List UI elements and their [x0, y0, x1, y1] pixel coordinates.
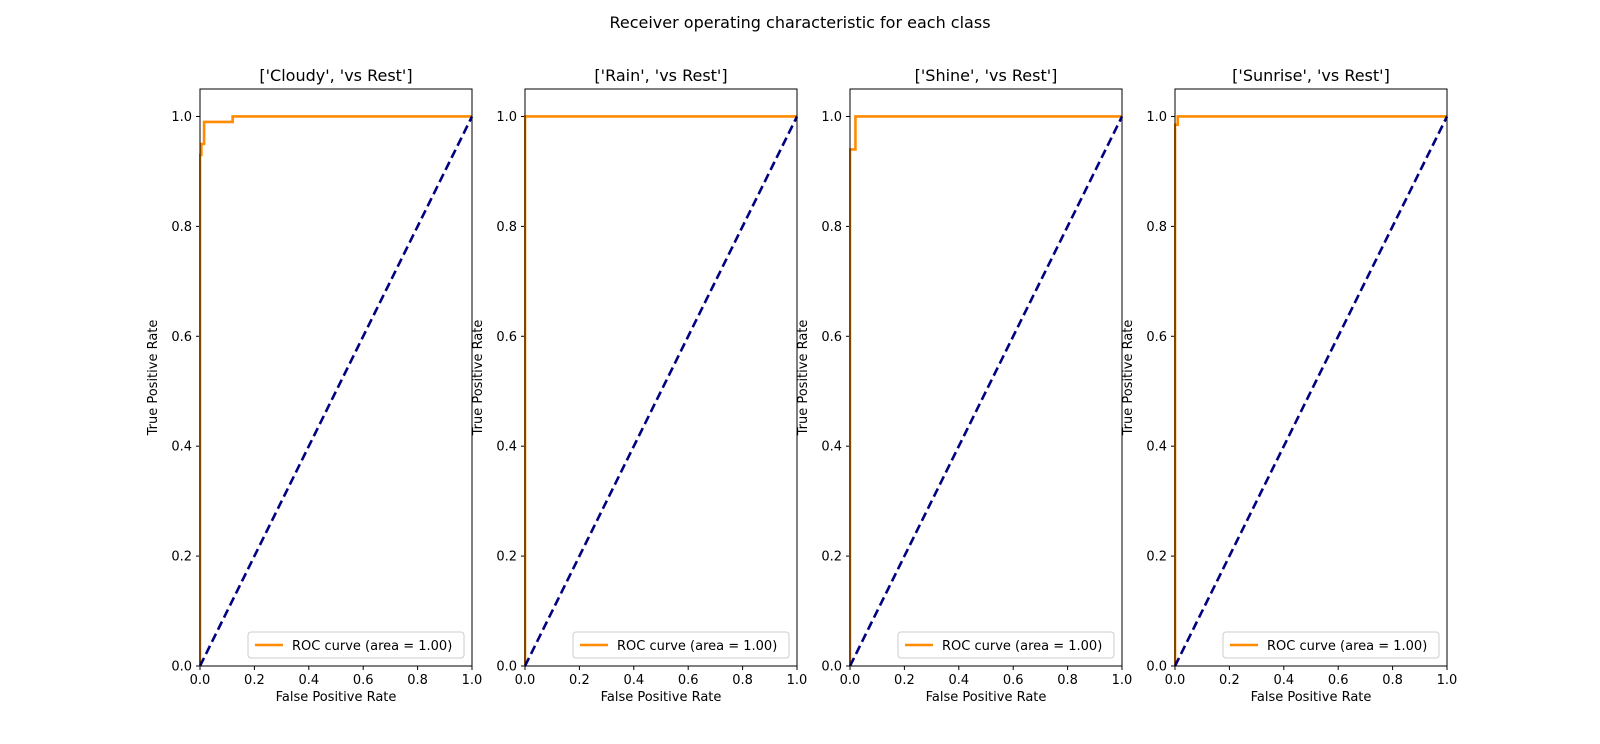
roc-panel-2: ['Rain', 'vs Rest'] 0.0 0.2 0.4 0.6 0.8 1.0 0.0…: [471, 66, 807, 705]
x-tick-label: 0.6: [1003, 673, 1024, 688]
y-tick-label: 0.4: [821, 440, 842, 455]
y-tick-label: 1.0: [496, 110, 517, 125]
legend-label: ROC curve (area = 1.00): [1267, 639, 1427, 654]
y-tick-label: 0.2: [1146, 550, 1167, 565]
y-tick-label: 0.8: [171, 220, 192, 235]
chance-diagonal-line: [199, 115, 473, 666]
legend: ROC curve (area = 1.00): [897, 631, 1115, 659]
roc-panel-1: ['Cloudy', 'vs Rest'] 0.0 0.2 0.4 0.6 0.8 1.0 0…: [146, 66, 482, 705]
legend-label: ROC curve (area = 1.00): [617, 639, 777, 654]
y-tick-label: 0.2: [496, 550, 517, 565]
y-tick-label: 0.6: [821, 330, 842, 345]
y-tick-label: 0.8: [821, 220, 842, 235]
y-tick-label: 0.4: [171, 440, 192, 455]
y-tick-label: 0.6: [1146, 330, 1167, 345]
x-tick-label: 0.0: [1165, 673, 1186, 688]
legend: ROC curve (area = 1.00): [1222, 631, 1440, 659]
axes-frame: [1174, 88, 1448, 667]
x-axis-label: False Positive Rate: [1251, 690, 1372, 705]
legend: ROC curve (area = 1.00): [247, 631, 465, 659]
panel-title: ['Shine', 'vs Rest']: [915, 66, 1058, 85]
x-tick-label: 1.0: [1112, 673, 1133, 688]
legend-box: [897, 631, 1115, 659]
x-tick-label: 0.8: [1057, 673, 1078, 688]
y-axis-label: True Positive Rate: [796, 320, 811, 437]
y-tick-label: 0.2: [171, 550, 192, 565]
x-tick-label: 0.8: [1382, 673, 1403, 688]
x-tick-label: 0.0: [840, 673, 861, 688]
x-tick-label: 0.8: [732, 673, 753, 688]
y-axis-label: True Positive Rate: [1121, 320, 1136, 437]
x-tick-label: 1.0: [1437, 673, 1458, 688]
y-tick-label: 0.6: [496, 330, 517, 345]
x-tick-label: 0.6: [1328, 673, 1349, 688]
legend-box: [1222, 631, 1440, 659]
x-tick-label: 0.4: [948, 673, 969, 688]
y-axis-label: True Positive Rate: [471, 320, 486, 437]
x-tick-label: 0.2: [894, 673, 915, 688]
x-tick-label: 0.6: [678, 673, 699, 688]
x-tick-label: 0.2: [569, 673, 590, 688]
y-tick-label: 0.2: [821, 550, 842, 565]
legend-label: ROC curve (area = 1.00): [942, 639, 1102, 654]
y-tick-label: 0.0: [1146, 660, 1167, 675]
panel-title: ['Rain', 'vs Rest']: [594, 66, 727, 85]
x-tick-label: 0.4: [623, 673, 644, 688]
legend: ROC curve (area = 1.00): [572, 631, 790, 659]
x-axis-label: False Positive Rate: [601, 690, 722, 705]
x-tick-label: 0.4: [298, 673, 319, 688]
axes-frame: [199, 88, 473, 667]
legend-box: [247, 631, 465, 659]
roc-panel-4: ['Sunrise', 'vs Rest'] 0.0 0.2 0.4 0.6 0.8 1.0…: [1121, 66, 1457, 705]
panel-title: ['Cloudy', 'vs Rest']: [259, 66, 412, 85]
x-tick-label: 1.0: [787, 673, 808, 688]
x-tick-label: 0.8: [407, 673, 428, 688]
x-tick-label: 0.2: [1219, 673, 1240, 688]
axes-frame: [524, 88, 798, 667]
x-axis-label: False Positive Rate: [276, 690, 397, 705]
y-tick-label: 0.0: [496, 660, 517, 675]
chance-diagonal-line: [849, 115, 1123, 666]
legend-label: ROC curve (area = 1.00): [292, 639, 452, 654]
y-tick-label: 0.4: [496, 440, 517, 455]
axes-frame: [849, 88, 1123, 667]
chance-diagonal-line: [524, 115, 798, 666]
y-tick-label: 1.0: [821, 110, 842, 125]
legend-box: [572, 631, 790, 659]
y-tick-label: 0.0: [821, 660, 842, 675]
x-tick-label: 0.0: [515, 673, 536, 688]
y-tick-label: 0.8: [1146, 220, 1167, 235]
x-tick-label: 0.4: [1273, 673, 1294, 688]
figure-title: Receiver operating characteristic for ea…: [609, 13, 990, 32]
roc-panel-3: ['Shine', 'vs Rest'] 0.0 0.2 0.4 0.6 0.8 1.0 0.…: [796, 66, 1132, 705]
y-tick-label: 0.0: [171, 660, 192, 675]
x-tick-label: 1.0: [462, 673, 483, 688]
y-axis-label: True Positive Rate: [146, 320, 161, 437]
x-tick-label: 0.6: [353, 673, 374, 688]
x-tick-label: 0.2: [244, 673, 265, 688]
chance-diagonal-line: [1174, 115, 1448, 666]
x-axis-label: False Positive Rate: [926, 690, 1047, 705]
y-tick-label: 0.8: [496, 220, 517, 235]
subplot-grid: ['Cloudy', 'vs Rest'] 0.0 0.2 0.4 0.6 0.8 1.0 0…: [146, 66, 1457, 705]
y-tick-label: 1.0: [171, 110, 192, 125]
y-tick-label: 0.6: [171, 330, 192, 345]
panel-title: ['Sunrise', 'vs Rest']: [1232, 66, 1390, 85]
y-tick-label: 1.0: [1146, 110, 1167, 125]
y-tick-label: 0.4: [1146, 440, 1167, 455]
x-tick-label: 0.0: [190, 673, 211, 688]
